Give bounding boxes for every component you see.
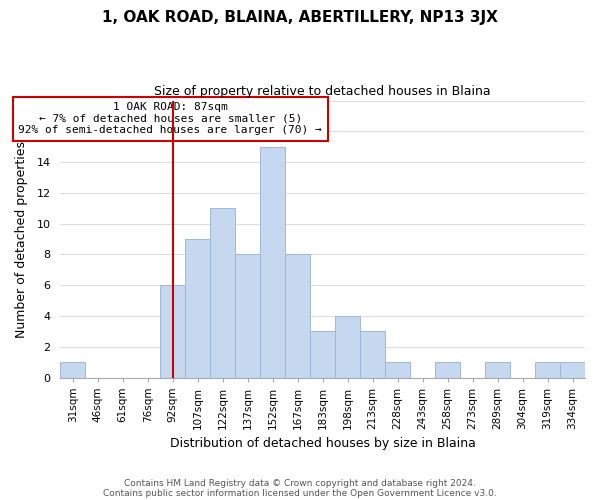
Bar [310, 332, 335, 378]
Bar [335, 316, 360, 378]
Title: Size of property relative to detached houses in Blaina: Size of property relative to detached ho… [154, 85, 491, 98]
Text: Contains HM Land Registry data © Crown copyright and database right 2024.: Contains HM Land Registry data © Crown c… [124, 478, 476, 488]
Text: 1 OAK ROAD: 87sqm
← 7% of detached houses are smaller (5)
92% of semi-detached h: 1 OAK ROAD: 87sqm ← 7% of detached house… [18, 102, 322, 136]
Bar [385, 362, 410, 378]
Bar [285, 254, 310, 378]
Text: Contains public sector information licensed under the Open Government Licence v3: Contains public sector information licen… [103, 488, 497, 498]
Bar [360, 332, 385, 378]
Bar [485, 362, 510, 378]
Bar [160, 285, 185, 378]
Y-axis label: Number of detached properties: Number of detached properties [15, 140, 28, 338]
Bar [60, 362, 85, 378]
Bar [260, 146, 285, 378]
Bar [435, 362, 460, 378]
Bar [560, 362, 585, 378]
Bar [235, 254, 260, 378]
X-axis label: Distribution of detached houses by size in Blaina: Distribution of detached houses by size … [170, 437, 476, 450]
Bar [185, 239, 210, 378]
Bar [210, 208, 235, 378]
Bar [535, 362, 560, 378]
Text: 1, OAK ROAD, BLAINA, ABERTILLERY, NP13 3JX: 1, OAK ROAD, BLAINA, ABERTILLERY, NP13 3… [102, 10, 498, 25]
